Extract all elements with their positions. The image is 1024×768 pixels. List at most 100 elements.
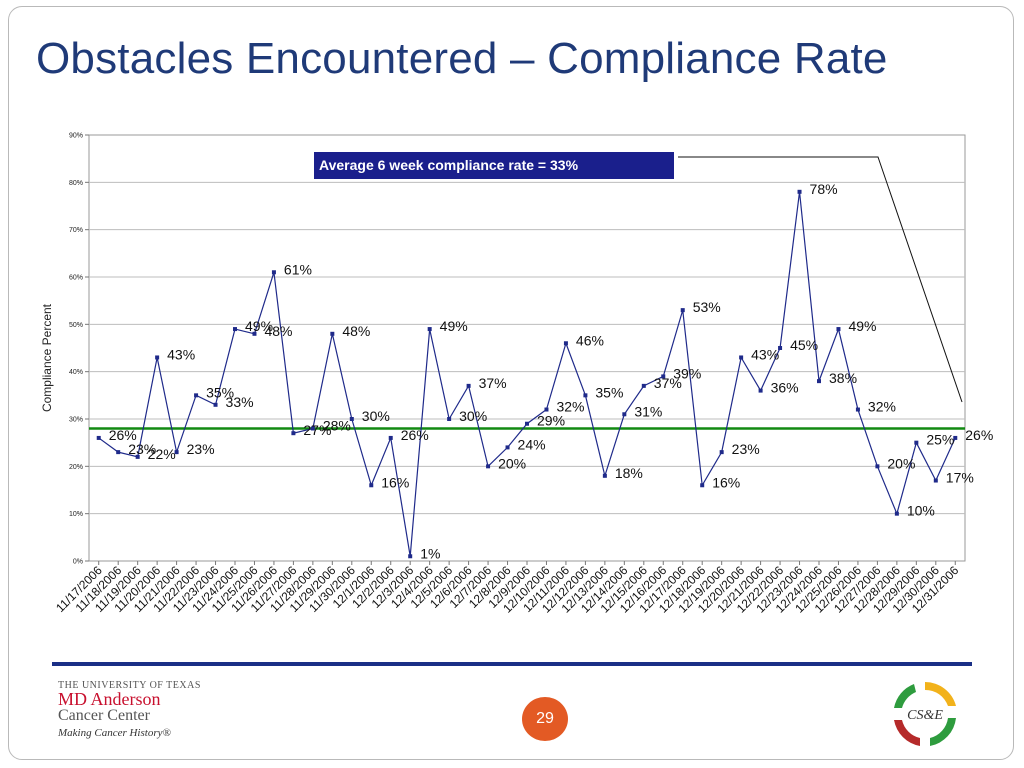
data-label: 23%	[128, 441, 156, 457]
data-point	[680, 308, 685, 313]
data-label: 24%	[518, 436, 546, 452]
data-point	[252, 331, 257, 336]
data-point	[291, 431, 296, 436]
data-label: 26%	[401, 427, 429, 443]
data-label: 43%	[167, 346, 195, 362]
data-label: 20%	[498, 455, 526, 471]
data-label: 49%	[245, 318, 273, 334]
data-label: 22%	[148, 446, 176, 462]
y-tick-label: 40%	[69, 369, 83, 376]
data-point	[583, 393, 588, 398]
slide-title: Obstacles Encountered – Compliance Rate	[36, 34, 888, 83]
logo-tagline: Making Cancer History®	[58, 727, 171, 739]
data-label: 45%	[790, 337, 818, 353]
data-label: 30%	[459, 408, 487, 424]
data-point	[700, 483, 705, 488]
data-label: 16%	[381, 474, 409, 490]
data-label: 35%	[206, 384, 234, 400]
data-point	[369, 483, 374, 488]
data-label: 18%	[615, 465, 643, 481]
data-label: 29%	[537, 413, 565, 429]
data-label: 32%	[556, 399, 584, 415]
md-anderson-logo: The University of Texas MD Anderson Canc…	[58, 680, 228, 744]
data-point	[933, 478, 938, 483]
data-label: 49%	[440, 318, 468, 334]
data-label: 23%	[732, 441, 760, 457]
data-label: 10%	[907, 503, 935, 519]
y-tick-label: 80%	[69, 180, 83, 187]
data-point	[194, 393, 199, 398]
y-tick-label: 70%	[69, 227, 83, 234]
data-label: 61%	[284, 261, 312, 277]
data-label: 16%	[712, 474, 740, 490]
data-label: 43%	[751, 346, 779, 362]
data-point	[388, 435, 393, 440]
data-label: 37%	[479, 375, 507, 391]
y-tick-label: 50%	[69, 322, 83, 329]
data-label: 53%	[693, 299, 721, 315]
data-point	[155, 355, 160, 360]
data-point	[661, 374, 666, 379]
data-point	[797, 189, 802, 194]
data-label: 17%	[946, 470, 974, 486]
data-label: 35%	[595, 384, 623, 400]
data-label: 48%	[342, 323, 370, 339]
data-point	[778, 346, 783, 350]
data-label: 49%	[848, 318, 876, 334]
data-label: 28%	[323, 417, 351, 433]
data-point	[719, 450, 724, 455]
page-number-badge: 29	[522, 697, 568, 741]
data-point	[213, 402, 218, 407]
data-point	[914, 440, 919, 445]
data-point	[758, 388, 763, 393]
data-point	[447, 417, 452, 421]
y-axis-label: Compliance Percent	[40, 303, 54, 412]
data-label: 26%	[109, 427, 137, 443]
data-point	[505, 445, 510, 450]
annotation-box	[314, 152, 674, 179]
data-point	[602, 473, 607, 478]
footer-rule	[52, 662, 972, 666]
data-point	[739, 355, 744, 360]
data-label: 36%	[771, 380, 799, 396]
data-label: 46%	[576, 332, 604, 348]
data-point	[349, 417, 354, 421]
data-label: 48%	[264, 323, 292, 339]
data-point	[116, 450, 121, 455]
data-label: 26%	[965, 427, 993, 443]
data-point	[135, 454, 140, 459]
data-point	[330, 331, 335, 336]
cse-logo-text: CS&E	[907, 708, 943, 723]
data-point	[427, 327, 432, 332]
data-point	[544, 407, 549, 412]
data-point	[953, 435, 958, 440]
y-tick-label: 0%	[73, 559, 83, 566]
compliance-series-line	[98, 191, 956, 557]
circular-arrows-icon: CS&E	[894, 682, 956, 746]
data-point	[894, 511, 899, 516]
data-label: 38%	[829, 370, 857, 386]
logo-md-anderson-text: MD Anderson	[58, 689, 161, 709]
data-point	[817, 379, 821, 384]
data-point	[96, 435, 101, 440]
data-point	[310, 426, 315, 431]
data-point	[836, 327, 841, 332]
y-tick-label: 30%	[69, 417, 83, 424]
data-label: 1%	[420, 545, 440, 561]
data-label: 25%	[926, 432, 954, 448]
data-point	[466, 383, 471, 388]
logo-cancer-center-text: Cancer Center	[58, 707, 150, 724]
data-point	[855, 407, 860, 412]
compliance-line-chart: 0% 10% 20% 30% 40% 50% 60% 70% 80% 90% Compliance …	[40, 133, 993, 616]
data-label: 31%	[634, 403, 662, 419]
data-label: 37%	[654, 375, 682, 391]
data-point	[641, 383, 646, 388]
data-point	[408, 554, 413, 559]
data-label: 23%	[187, 441, 215, 457]
data-label: 33%	[226, 394, 254, 410]
y-tick-label: 10%	[69, 511, 83, 518]
data-point	[875, 464, 880, 469]
slide-frame	[8, 6, 1014, 760]
y-tick-label: 90%	[69, 133, 83, 140]
annotation-text: Average 6 week compliance rate = 33%	[319, 157, 579, 173]
